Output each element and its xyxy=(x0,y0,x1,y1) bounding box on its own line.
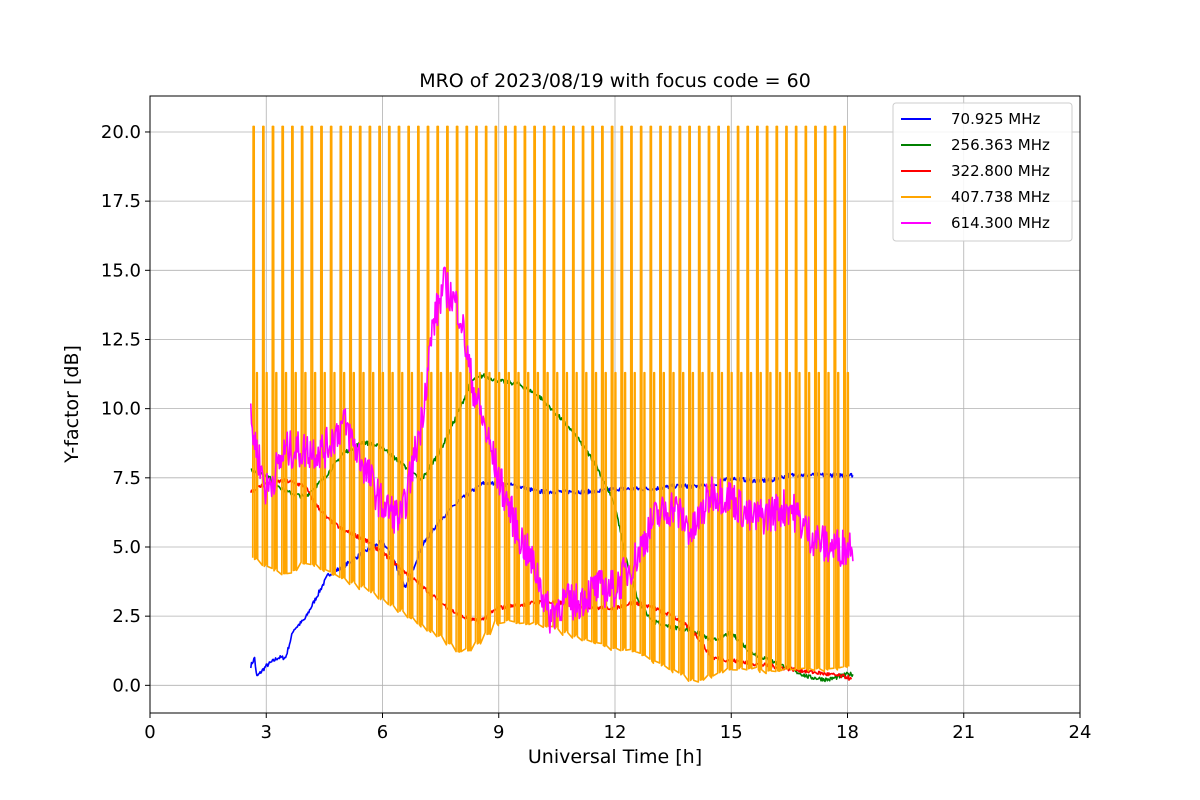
x-tick-label: 3 xyxy=(261,722,272,743)
x-tick-label: 6 xyxy=(377,722,388,743)
legend-label: 614.300 MHz xyxy=(951,214,1050,232)
x-tick-label: 21 xyxy=(952,722,975,743)
y-tick-label: 7.5 xyxy=(112,468,141,489)
y-tick-label: 20.0 xyxy=(101,122,141,143)
legend-box xyxy=(892,102,1073,242)
y-tick-label: 0.0 xyxy=(112,675,141,696)
x-tick-label: 12 xyxy=(604,722,627,743)
legend-label: 256.363 MHz xyxy=(951,136,1050,154)
y-tick-label: 5.0 xyxy=(112,537,141,558)
y-tick-label: 17.5 xyxy=(101,191,141,212)
y-axis-ticks: 0.0 2.5 5.0 7.5 10.0 12.5 15.0 17.5 20.0 xyxy=(101,122,150,696)
legend: 70.925 MHz 256.363 MHz 322.800 MHz 407.738 … xyxy=(892,102,1073,242)
legend-label: 407.738 MHz xyxy=(951,188,1050,206)
series-lines xyxy=(250,125,854,683)
series-line-5 xyxy=(250,266,854,634)
x-tick-label: 18 xyxy=(836,722,859,743)
chart-title: MRO of 2023/08/19 with focus code = 60 xyxy=(419,70,811,92)
x-tick-label: 24 xyxy=(1069,722,1092,743)
legend-label: 322.800 MHz xyxy=(951,162,1050,180)
x-tick-label: 9 xyxy=(493,722,504,743)
legend-label: 70.925 MHz xyxy=(951,110,1040,128)
y-tick-label: 12.5 xyxy=(101,329,141,350)
x-axis-ticks: 0 3 6 9 12 15 18 21 24 xyxy=(144,713,1091,743)
y-tick-label: 10.0 xyxy=(101,399,141,420)
y-tick-label: 2.5 xyxy=(112,606,141,627)
x-tick-label: 15 xyxy=(720,722,743,743)
y-axis-label: Y-factor [dB] xyxy=(61,345,83,464)
x-axis-label: Universal Time [h] xyxy=(528,746,702,768)
y-tick-label: 15.0 xyxy=(101,260,141,281)
x-tick-label: 0 xyxy=(144,722,155,743)
